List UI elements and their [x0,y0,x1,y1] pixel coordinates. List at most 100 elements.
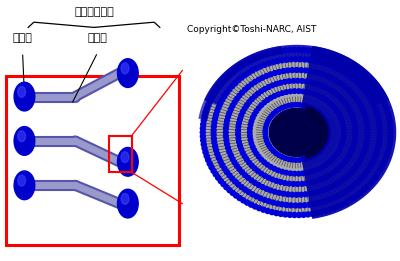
Circle shape [256,91,260,96]
Circle shape [18,175,26,186]
Circle shape [375,88,380,93]
Circle shape [281,69,286,74]
Circle shape [354,97,359,101]
Circle shape [121,152,129,163]
Circle shape [352,119,356,123]
Circle shape [290,158,294,162]
Circle shape [249,119,254,124]
Circle shape [344,188,349,193]
Circle shape [274,179,279,183]
Circle shape [344,200,349,205]
Circle shape [357,177,362,182]
Circle shape [201,122,206,127]
Circle shape [316,82,321,87]
Circle shape [226,145,230,150]
Circle shape [364,185,370,190]
Circle shape [324,139,328,144]
Circle shape [311,58,316,63]
Circle shape [332,170,336,175]
Circle shape [214,112,218,117]
Circle shape [308,105,312,109]
Circle shape [340,178,344,183]
Circle shape [248,138,253,142]
Polygon shape [204,45,389,106]
Circle shape [286,157,291,161]
Circle shape [341,130,346,135]
Circle shape [215,108,220,113]
Circle shape [345,104,350,109]
Circle shape [233,81,238,86]
Circle shape [230,176,235,181]
Polygon shape [201,48,392,217]
Circle shape [240,170,244,175]
Circle shape [386,146,391,151]
Circle shape [256,154,261,159]
Circle shape [306,48,310,53]
Circle shape [118,189,138,218]
Circle shape [324,121,328,125]
Circle shape [314,49,320,54]
Circle shape [236,124,241,129]
Circle shape [272,167,277,171]
Circle shape [228,153,233,158]
Circle shape [270,210,274,215]
Bar [6,76,178,245]
Circle shape [296,212,302,217]
Circle shape [234,67,239,72]
Circle shape [321,145,325,150]
Circle shape [261,207,266,212]
Circle shape [388,138,393,143]
Circle shape [323,51,328,56]
Circle shape [343,101,348,106]
Circle shape [203,150,208,155]
Circle shape [237,64,242,69]
Circle shape [317,94,321,98]
Circle shape [304,104,309,108]
Circle shape [236,132,240,137]
Circle shape [292,89,297,93]
Circle shape [340,69,345,74]
Circle shape [257,54,262,59]
Circle shape [221,78,226,83]
Circle shape [291,182,296,186]
Circle shape [327,160,332,164]
Text: 疏水部: 疏水部 [88,33,108,43]
Circle shape [287,48,292,52]
Circle shape [308,180,313,185]
Circle shape [18,131,26,142]
Circle shape [348,62,352,67]
Circle shape [260,75,265,80]
Circle shape [332,183,337,187]
Circle shape [344,60,349,65]
Circle shape [250,116,255,120]
Circle shape [353,134,358,139]
Circle shape [278,180,283,185]
Circle shape [354,79,359,84]
Circle shape [264,74,269,78]
Circle shape [387,118,392,123]
Circle shape [338,165,342,170]
Circle shape [224,126,228,131]
Circle shape [370,99,374,104]
Circle shape [296,47,302,52]
Circle shape [294,192,299,197]
Circle shape [283,156,288,161]
Circle shape [377,122,382,127]
Circle shape [386,114,391,119]
Circle shape [224,75,229,80]
Circle shape [256,183,261,187]
Circle shape [211,91,216,97]
Circle shape [274,81,279,86]
Circle shape [309,169,314,174]
Circle shape [368,164,372,169]
Circle shape [373,153,378,158]
Circle shape [316,59,320,64]
Circle shape [309,91,314,95]
Circle shape [292,212,297,217]
Circle shape [248,130,252,135]
Circle shape [242,106,247,111]
Circle shape [121,193,129,204]
Circle shape [312,190,317,195]
Circle shape [288,89,293,94]
Circle shape [222,166,227,171]
